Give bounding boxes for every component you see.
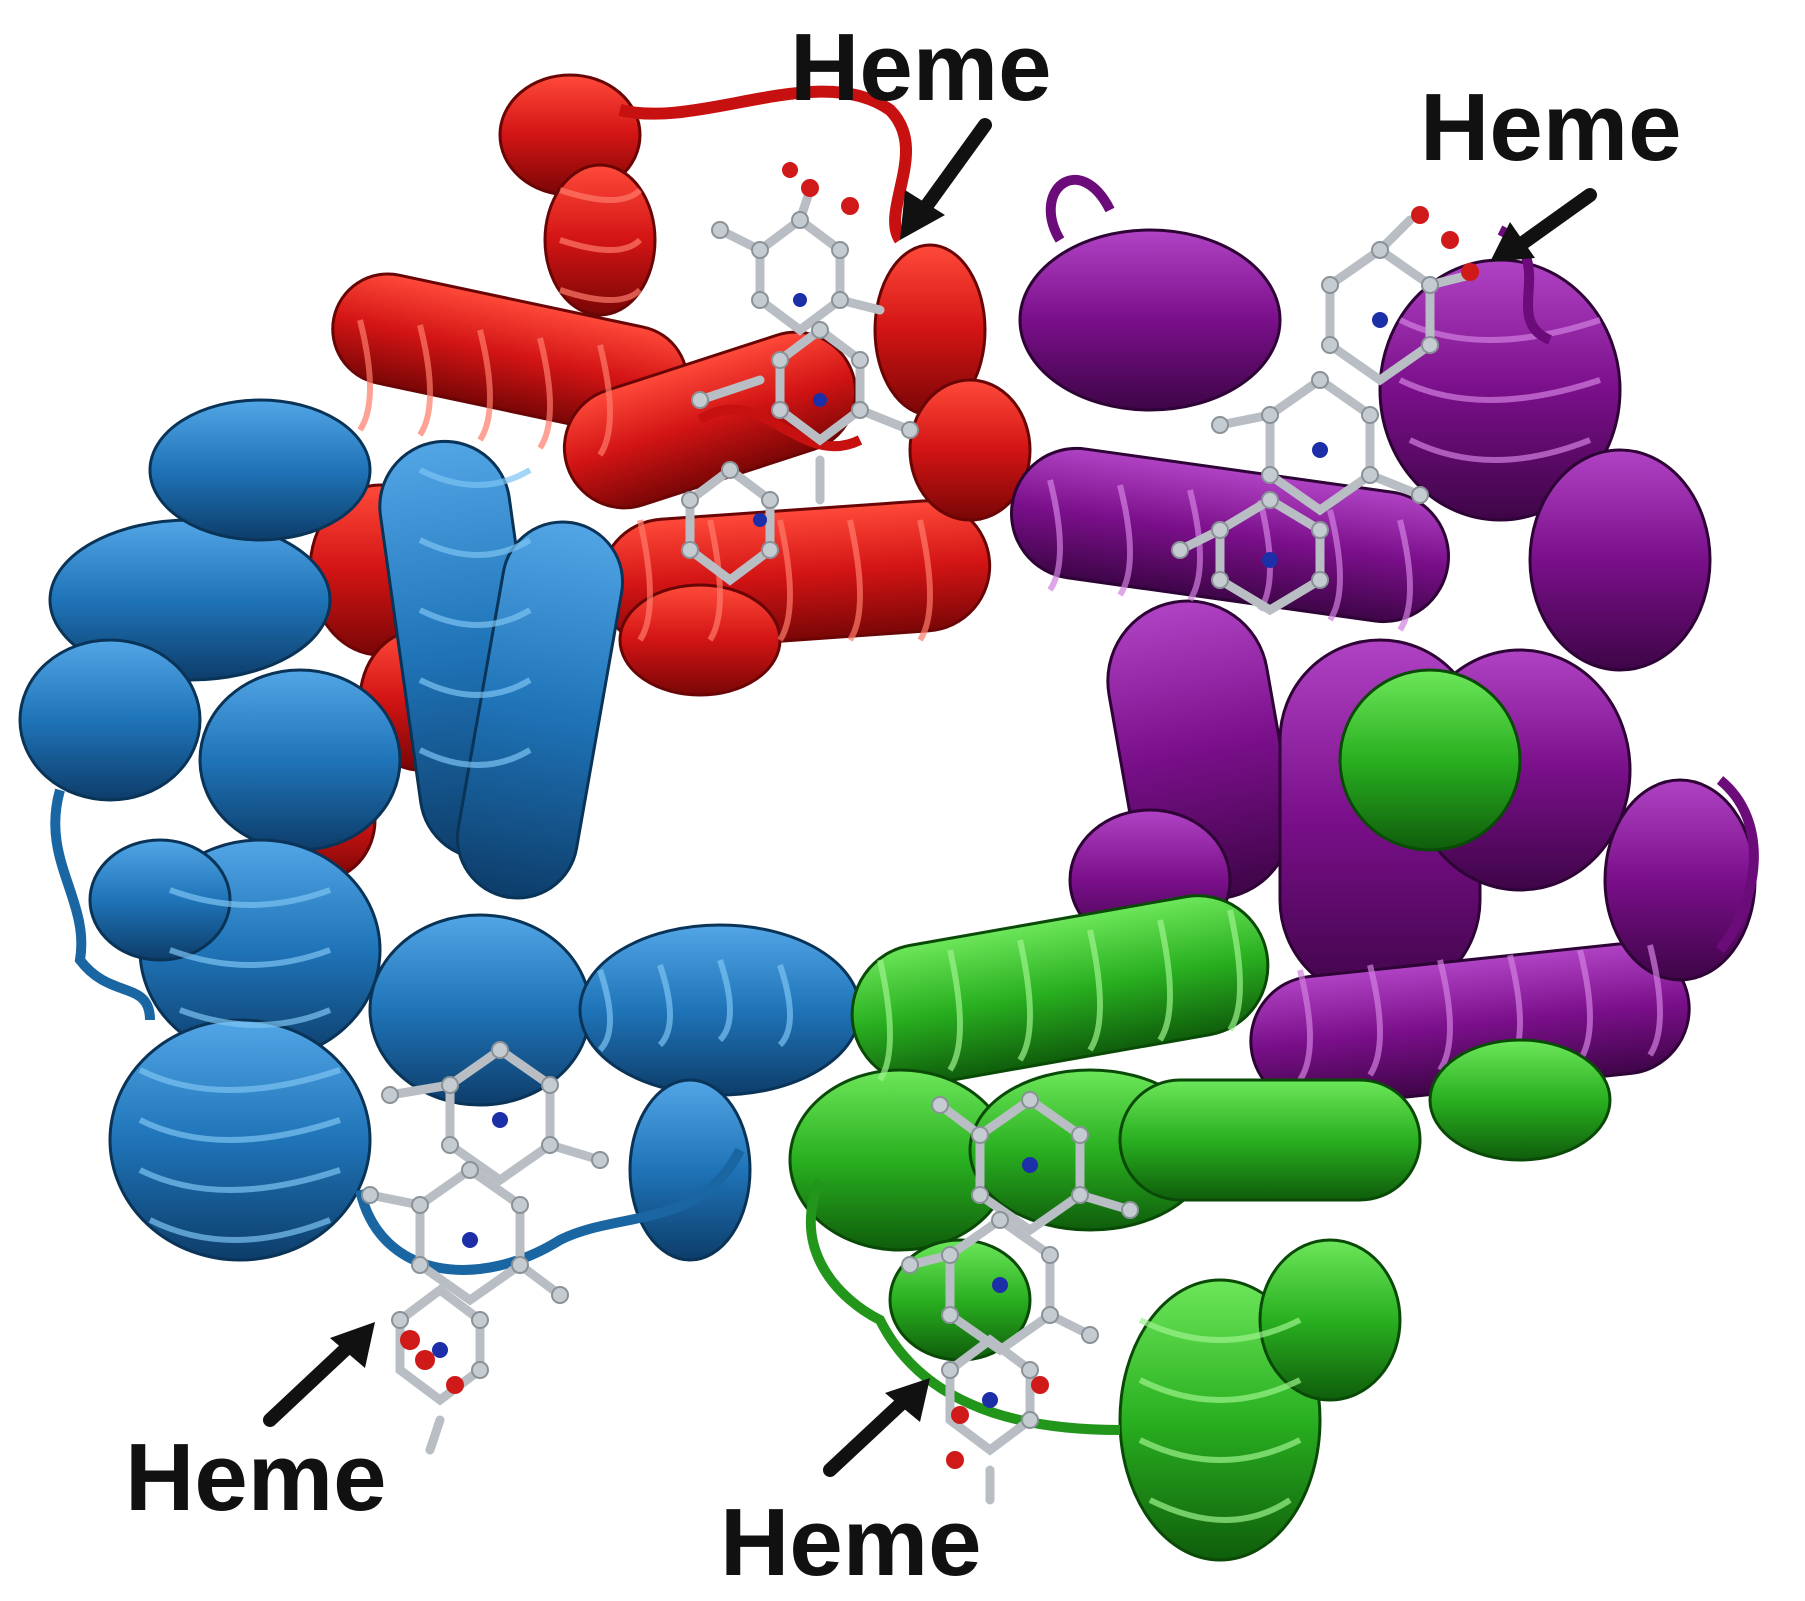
- chain-blue-loop-2: [355, 1147, 745, 1275]
- chain-purple-helix-stripes: [1047, 317, 1663, 1082]
- chain-green: [788, 668, 1612, 1562]
- arrow-heme-blue: [263, 1322, 375, 1427]
- chain-blue: [18, 398, 862, 1275]
- heme-blue-bottom: [361, 1041, 609, 1455]
- heme-label-red: Heme: [790, 14, 1051, 121]
- arrow-heme-green: [823, 1378, 930, 1477]
- chain-red-loop-2: [697, 404, 863, 452]
- chain-red-helix-stripes: [357, 187, 933, 642]
- chain-red-loop: [618, 85, 912, 244]
- heme-label-purple: Heme: [1420, 74, 1681, 181]
- chain-blue-loop: [50, 788, 155, 1021]
- heme-label-blue: Heme: [125, 1424, 386, 1531]
- arrow-heme-purple: [1490, 188, 1597, 262]
- chain-blue-helix-stripes: [138, 467, 793, 1243]
- heme-red-top: [681, 162, 919, 586]
- chain-green-helix-stripes: [877, 909, 1302, 1523]
- heme-label-green: Heme: [720, 1489, 981, 1596]
- chain-green-loop: [805, 1178, 1121, 1435]
- arrow-heme-red: [900, 118, 992, 240]
- heme-green-bottom: [901, 1091, 1139, 1505]
- heme-purple-top: [1171, 206, 1479, 616]
- chain-purple-loop-2: [1716, 776, 1759, 954]
